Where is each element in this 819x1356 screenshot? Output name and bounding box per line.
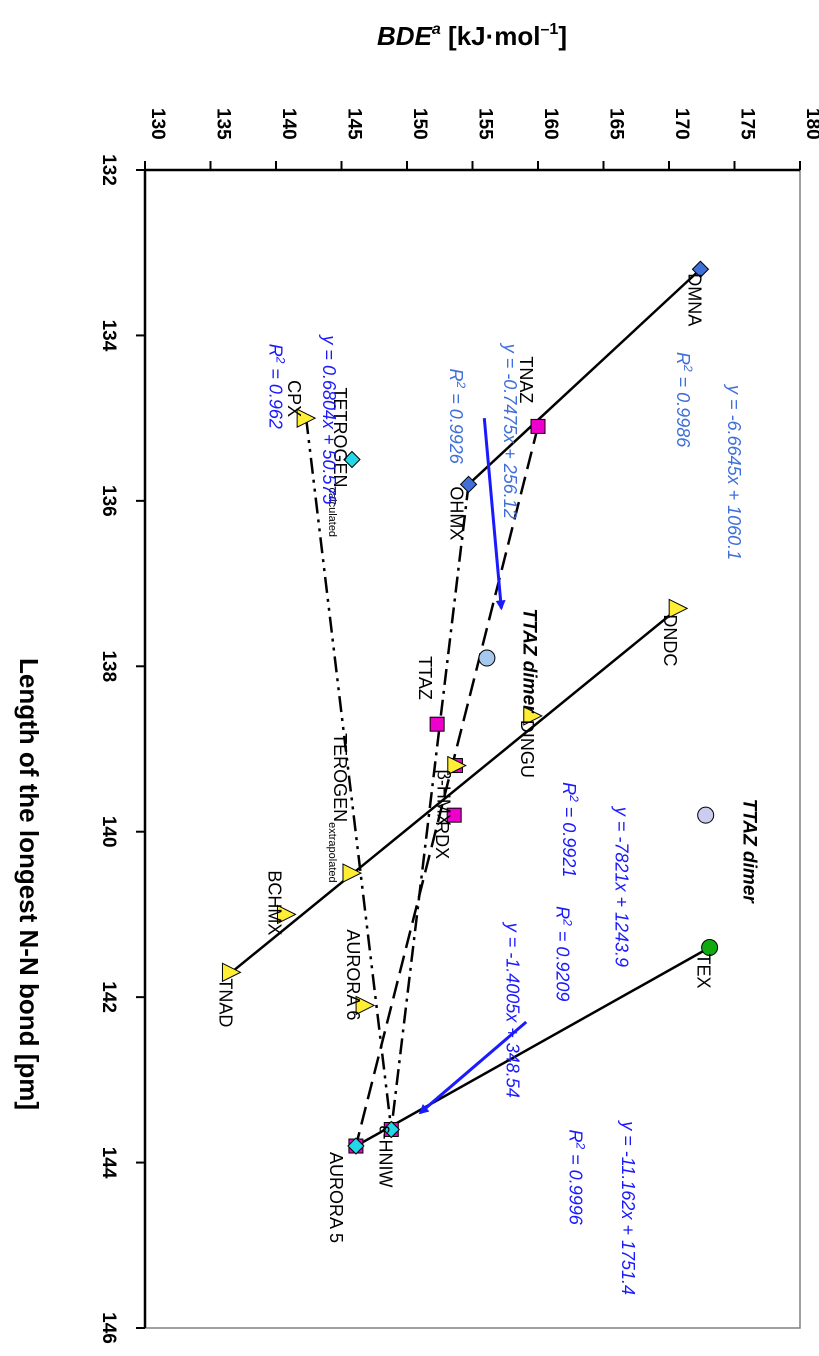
fit-equations: y = -6.6645x + 1060.1 R2 = 0.9986 y = -0.7… — [265, 333, 744, 1295]
arrows — [418, 418, 528, 1115]
point-ttaz — [429, 716, 445, 732]
label-ohmx: OHMX — [447, 486, 467, 540]
label-rdx: RDX — [432, 821, 452, 859]
y-tick-label: 150 — [409, 108, 430, 140]
eq-tnaz-formula: y = -0.7475x + 256.12 — [500, 342, 520, 519]
point-tnad — [221, 962, 242, 983]
point-ttaz-dimer-1 — [478, 649, 496, 667]
x-axis-title: Length of the longest N-N bond [pm] — [14, 658, 44, 1110]
y-tick-label: 145 — [344, 108, 365, 140]
eq-cpx-r2: R2 = 0.962 — [265, 344, 287, 429]
x-tick-label: 138 — [98, 650, 119, 682]
point-labels: DMNA TNAZ OHMX TETROGENcalculated CPX DNDC DIN… — [215, 273, 713, 1243]
x-tick-label: 142 — [98, 981, 119, 1013]
point-dndc — [668, 598, 689, 619]
fit-tex — [355, 946, 711, 1148]
arrow-dingu — [418, 1020, 528, 1115]
fit-lines — [230, 268, 711, 1148]
point-dingu — [523, 706, 543, 726]
y-tick-label: 140 — [278, 108, 299, 140]
point-terogen-extr — [342, 863, 363, 883]
point-cpx — [296, 408, 317, 428]
x-tick-label: 140 — [98, 816, 119, 848]
eq-dingu-formula: y = -1.4005x + 348.54 — [503, 921, 523, 1098]
y-tick-label: 160 — [540, 108, 561, 140]
y-tick-label: 135 — [213, 108, 234, 140]
eq-cpx-formula: y = 0.6804x + 50.575 — [319, 333, 339, 505]
x-tick-label: 144 — [98, 1147, 119, 1179]
eq-dmna-r2: R2 = 0.9986 — [673, 352, 695, 448]
y-axis-ticks: 130 135 140 145 150 155 160 165 170 175 180 — [144, 108, 819, 170]
label-tetrogen-calc: TETROGENcalculated — [326, 388, 350, 538]
eq-tex-r2: R2 = 0.9996 — [565, 1129, 587, 1225]
x-tick-label: 132 — [98, 154, 119, 186]
annotations: TTAZ dimer TTAZ dimer — [519, 608, 760, 904]
x-axis-ticks: 132 134 136 138 140 142 144 146 — [98, 154, 145, 1344]
point-tex — [701, 939, 719, 957]
arrow-tnaz — [482, 418, 506, 611]
dimer-label-2: TTAZ dimer — [739, 799, 760, 905]
point-tnaz — [530, 418, 546, 434]
fit-dndc — [230, 607, 679, 974]
point-ohmx — [459, 475, 478, 494]
y-tick-label: 175 — [737, 108, 758, 140]
eq-tnaz-r2: R2 = 0.9926 — [446, 369, 468, 465]
fit-dmna — [467, 268, 702, 486]
point-ttaz-dimer-2 — [697, 806, 715, 824]
y-tick-label: 155 — [475, 108, 496, 140]
point-b-hmx-tri — [447, 755, 467, 776]
y-tick-label: 180 — [802, 108, 819, 140]
fit-tnaz — [354, 426, 540, 1147]
point-aurora6 — [355, 995, 376, 1016]
eq-tex-formula: y = -11.162x + 1751.4 — [618, 1119, 638, 1295]
y-tick-label: 165 — [606, 108, 627, 140]
label-aurora5: AURORA 5 — [326, 1152, 346, 1243]
label-tex: TEX — [694, 954, 714, 989]
x-tick-label: 134 — [98, 320, 119, 352]
plot-area — [144, 169, 801, 1329]
fit-ohmx — [390, 484, 470, 1130]
label-dmna: DMNA — [684, 273, 704, 326]
point-bchmx — [276, 904, 297, 925]
label-bchmx: BCHMX — [264, 870, 284, 935]
y-tick-label: 130 — [147, 108, 168, 140]
label-tnaz: TNAZ — [516, 356, 536, 403]
y-axis-title: BDEa [kJ·mol–1] — [377, 21, 567, 51]
point-tetrogen-calc — [343, 450, 361, 469]
x-tick-label: 136 — [98, 485, 119, 517]
label-terogen-extr: TEROGENextrapolated — [326, 733, 350, 883]
point-dmna — [691, 260, 710, 278]
eq-dingu-r2: R2 = 0.9209 — [552, 906, 574, 1001]
eq-dndc-formula: y = -7821x + 1243.9 — [611, 805, 631, 967]
dimer-label-1: TTAZ dimer — [519, 608, 540, 714]
label-dingu: DINGU — [517, 720, 537, 778]
label-aurora6: AURORA 6 — [343, 929, 363, 1020]
eq-dmna-formula: y = -6.6645x + 1060.1 — [724, 383, 744, 560]
x-tick-label: 146 — [98, 1312, 119, 1344]
eq-dndc-r2: R2 = 0.9921 — [559, 782, 581, 877]
point-e-hniw-dia — [382, 1120, 400, 1139]
label-cpx: CPX — [284, 380, 304, 417]
label-ttaz: TTAZ — [415, 656, 435, 700]
label-dndc: DNDC — [660, 614, 680, 666]
label-b-hmx: β-HMX — [433, 770, 453, 826]
y-tick-label: 170 — [671, 108, 692, 140]
point-rdx — [446, 807, 462, 823]
label-tnad: TNAD — [215, 978, 235, 1027]
data-points — [221, 260, 719, 1155]
label-e-hniw: ε-HNIW — [375, 1125, 395, 1187]
point-aurora5-dia — [347, 1137, 365, 1155]
